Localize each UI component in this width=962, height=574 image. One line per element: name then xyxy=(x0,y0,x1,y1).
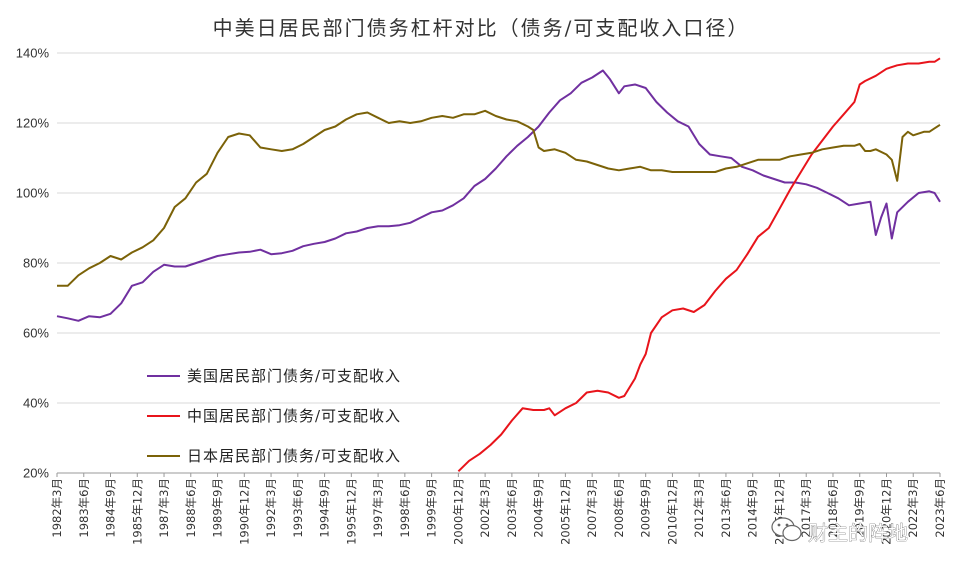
x-tick-label: 1994年9月 xyxy=(318,478,332,538)
x-tick-label: 2008年6月 xyxy=(612,478,626,538)
x-tick-label: 1982年3月 xyxy=(50,478,64,538)
legend-label-us: 美国居民部门债务/可支配收入 xyxy=(187,367,401,385)
x-tick-label: 1983年6月 xyxy=(77,478,91,538)
y-tick-label: 20% xyxy=(23,466,49,481)
x-tick-label: 2014年9月 xyxy=(746,478,760,538)
watermark-text: 财主的阵地 xyxy=(808,521,908,545)
legend-item-us: 美国居民部门债务/可支配收入 xyxy=(147,367,401,385)
x-tick-label: 1993年6月 xyxy=(291,478,305,538)
x-tick-label: 1987年3月 xyxy=(157,478,171,538)
wechat-icon xyxy=(771,517,802,542)
x-tick-label: 2022年3月 xyxy=(906,478,920,538)
watermark: 财主的阵地 xyxy=(771,517,908,545)
x-tick-label: 1998年6月 xyxy=(398,478,412,538)
legend-item-cn: 中国居民部门债务/可支配收入 xyxy=(147,407,401,425)
x-tick-label: 2017年3月 xyxy=(799,478,813,538)
x-tick-label: 2000年12月 xyxy=(451,478,465,545)
y-tick-label: 80% xyxy=(23,256,49,271)
x-tick-label: 1988年6月 xyxy=(184,478,198,538)
y-tick-label: 140% xyxy=(16,46,50,61)
x-tick-label: 2004年9月 xyxy=(532,478,546,538)
x-tick-label: 2002年3月 xyxy=(478,478,492,538)
y-tick-label: 60% xyxy=(23,326,49,341)
legend-item-jp: 日本居民部门债务/可支配收入 xyxy=(147,447,401,465)
x-tick-label: 1984年9月 xyxy=(104,478,118,538)
x-tick-label: 1990年12月 xyxy=(237,478,251,545)
x-tick-label: 1997年3月 xyxy=(371,478,385,538)
series-line-cn xyxy=(457,57,941,473)
x-tick-label: 2009年9月 xyxy=(639,478,653,538)
series-lines xyxy=(56,57,941,473)
x-tick-label: 2013年6月 xyxy=(719,478,733,538)
legend-label-jp: 日本居民部门债务/可支配收入 xyxy=(187,447,401,465)
x-tick-label: 1999年9月 xyxy=(425,478,439,538)
gridlines xyxy=(57,52,940,404)
x-tick-label: 1985年12月 xyxy=(130,478,144,545)
x-axis-ticks: 1982年3月 1983年6月 1984年9月 1985年12月 1987年3月 1988… xyxy=(50,473,947,545)
y-tick-label: 100% xyxy=(16,186,50,201)
x-tick-label: 2007年3月 xyxy=(585,478,599,538)
x-tick-label: 2012年3月 xyxy=(692,478,706,538)
x-tick-label: 2020年12月 xyxy=(879,478,893,545)
series-line-us xyxy=(56,69,941,322)
x-tick-label: 2018年6月 xyxy=(826,478,840,538)
x-tick-label: 2019年9月 xyxy=(853,478,867,538)
x-tick-label: 1995年12月 xyxy=(344,478,358,545)
x-tick-label: 1989年9月 xyxy=(211,478,225,538)
y-tick-label: 120% xyxy=(16,116,50,131)
chart-title: 中美日居民部门债务杠杆对比（债务/可支配收入口径） xyxy=(213,16,750,40)
x-tick-label: 2010年12月 xyxy=(665,478,679,545)
x-tick-label: 2003年6月 xyxy=(505,478,519,538)
y-tick-label: 40% xyxy=(23,396,49,411)
legend: 美国居民部门债务/可支配收入 中国居民部门债务/可支配收入 日本居民部门债务/可… xyxy=(147,367,401,465)
y-axis-ticks: 20% 40% 60% 80% 100% 120% 140% xyxy=(16,46,50,481)
series-line-jp xyxy=(57,109,941,287)
x-tick-label: 1992年3月 xyxy=(264,478,278,538)
legend-label-cn: 中国居民部门债务/可支配收入 xyxy=(187,407,401,425)
x-tick-label: 2005年12月 xyxy=(558,478,572,545)
x-tick-label: 2023年6月 xyxy=(933,478,947,538)
